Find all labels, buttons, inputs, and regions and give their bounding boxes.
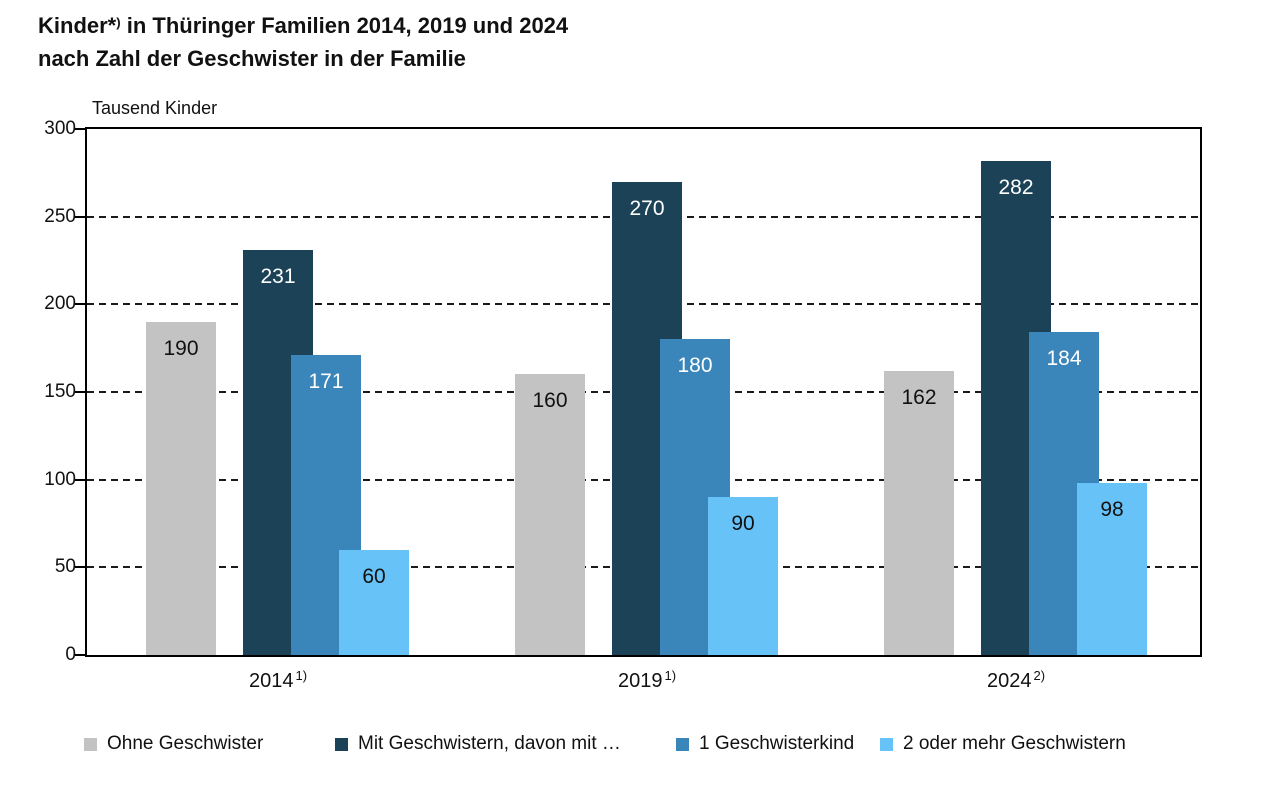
y-axis-tick: [75, 303, 85, 306]
y-axis-tick: [75, 478, 85, 481]
x-axis-label: 2024 2): [946, 668, 1086, 693]
bar: 162: [884, 371, 954, 655]
bar-value-label: 60: [362, 565, 386, 588]
bar-value-label: 231: [260, 265, 296, 288]
chart-title: Kinder*) in Thüringer Familien 2014, 201…: [38, 6, 568, 75]
legend-item: 2 oder mehr Geschwistern: [880, 733, 1126, 754]
bar: 160: [515, 374, 585, 655]
x-axis-footnote-marker: 1): [664, 668, 677, 683]
title-text-rest: in Thüringer Familien 2014, 2019 und 202…: [120, 13, 569, 38]
bar-value-label: 162: [901, 386, 937, 409]
y-axis-label: 50: [54, 556, 76, 578]
x-axis-footnote-marker: 2): [1033, 668, 1046, 683]
y-axis-unit-label: Tausend Kinder: [92, 98, 218, 118]
chart-title-line2: nach Zahl der Geschwister in der Familie: [38, 46, 466, 71]
bar: 98: [1077, 483, 1147, 655]
y-axis-tick: [75, 215, 85, 218]
legend-label: 2 oder mehr Geschwistern: [903, 733, 1126, 754]
bar-value-label: 171: [308, 370, 344, 393]
y-axis-label: 300: [44, 118, 76, 139]
bar-value-label: 190: [163, 337, 199, 360]
bar-value-label: 184: [1046, 347, 1082, 370]
x-axis-label: 2014 1): [208, 668, 348, 693]
x-axis-footnote-marker: 1): [295, 668, 308, 683]
bar: 60: [339, 550, 409, 655]
bar-value-label: 180: [677, 354, 713, 377]
legend-label: Ohne Geschwister: [107, 733, 264, 754]
bar: 90: [708, 497, 778, 655]
y-axis-tick: [75, 128, 85, 130]
x-axis-label-text: 2019: [617, 670, 663, 692]
bar-value-label: 282: [998, 176, 1034, 199]
chart-title-line1: Kinder*) in Thüringer Familien 2014, 201…: [38, 6, 568, 42]
legend-label: 1 Geschwisterkind: [699, 733, 855, 754]
legend-label: Mit Geschwistern, davon mit …: [358, 733, 621, 754]
bar: 190: [146, 322, 216, 655]
legend-swatch: [676, 737, 689, 751]
x-axis-label-text: 2014: [248, 670, 294, 692]
y-axis-label: 250: [44, 205, 76, 227]
legend-item: Mit Geschwistern, davon mit …: [335, 733, 621, 754]
y-axis-label: 0: [65, 644, 76, 665]
x-axis-label-text: 2024: [986, 670, 1032, 692]
bar-value-label: 90: [731, 512, 755, 535]
title-text: Kinder*: [38, 13, 117, 38]
y-axis-tick: [75, 566, 85, 569]
plot-area-inner: 190 160 162 231 270 282 171 180 184 60 90 98: [87, 129, 1200, 655]
y-axis-label: 200: [44, 293, 76, 315]
x-axis-label: 2019 1): [577, 668, 717, 693]
legend-swatch: [335, 737, 348, 751]
bar-value-label: 98: [1100, 498, 1124, 521]
bar-value-label: 270: [629, 197, 665, 220]
y-axis-label: 100: [44, 468, 76, 490]
legend-swatch: [84, 737, 97, 751]
legend-item: Ohne Geschwister: [84, 733, 264, 754]
plot-area: 190 160 162 231 270 282 171 180 184 60 90 98: [75, 127, 1202, 657]
y-axis-label: 150: [44, 381, 76, 402]
y-axis-tick: [75, 654, 85, 656]
legend-swatch: [880, 737, 893, 751]
title-footnote-marker: ): [116, 15, 121, 30]
legend-item: 1 Geschwisterkind: [676, 733, 855, 754]
y-axis-tick: [75, 391, 85, 393]
bar-value-label: 160: [532, 389, 568, 412]
